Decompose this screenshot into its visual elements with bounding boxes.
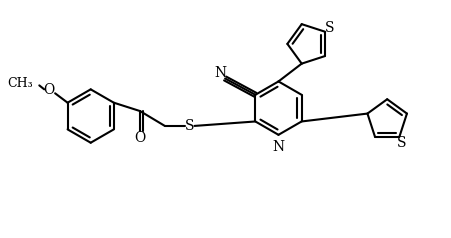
Text: O: O	[134, 131, 145, 145]
Text: O: O	[43, 83, 55, 97]
Text: S: S	[396, 136, 405, 150]
Text: N: N	[272, 140, 284, 154]
Text: S: S	[184, 119, 194, 133]
Text: CH₃: CH₃	[7, 77, 32, 90]
Text: S: S	[324, 21, 334, 35]
Text: N: N	[214, 65, 226, 79]
